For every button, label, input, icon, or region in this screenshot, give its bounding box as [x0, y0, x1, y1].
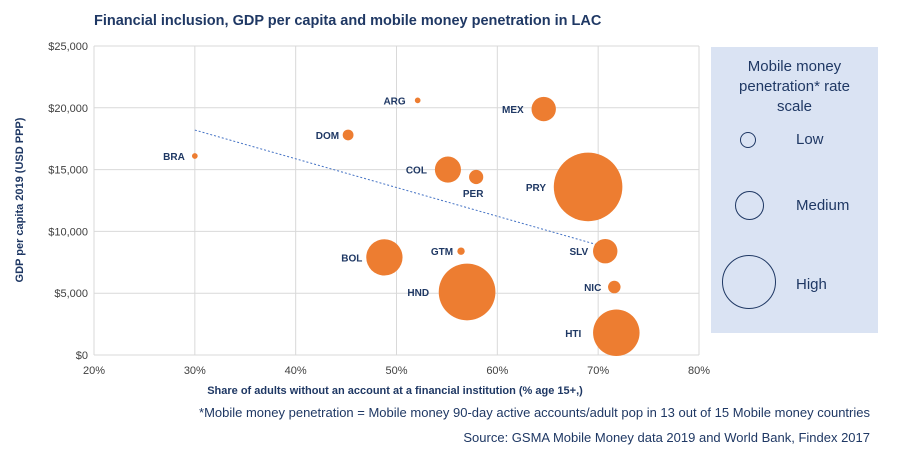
bubble-bra — [191, 153, 198, 159]
point-label-pry: PRY — [526, 183, 547, 194]
legend-item-medium: Medium — [711, 189, 878, 249]
legend-label-low: Low — [796, 131, 824, 148]
point-labels: BRA ARG DOM MEX COL PER PRY BOL GTM SLV HND NIC HTI — [163, 96, 601, 339]
point-label-col: COL — [406, 166, 427, 177]
legend-item-low: Low — [711, 125, 878, 185]
footnote: *Mobile money penetration = Mobile money… — [199, 405, 870, 420]
trendline — [194, 129, 599, 246]
bubbles — [191, 96, 640, 357]
x-tick-label: 40% — [285, 365, 307, 377]
x-tick-label: 70% — [587, 365, 609, 377]
point-label-slv: SLV — [570, 247, 589, 258]
legend-title-line: penetration* rate — [739, 78, 850, 95]
bubble-per — [469, 169, 484, 185]
x-tick-label: 50% — [385, 365, 407, 377]
y-axis-title: GDP per capita 2019 (USD PPP) — [14, 117, 26, 282]
y-tick-label: $25,000 — [48, 41, 88, 53]
point-label-arg: ARG — [383, 96, 405, 107]
legend-title: Mobile money penetration* rate scale — [711, 57, 878, 117]
y-tick-label: $15,000 — [48, 165, 88, 177]
chart-title: Financial inclusion, GDP per capita and … — [94, 13, 602, 29]
legend-circle-low — [740, 132, 756, 148]
point-label-bra: BRA — [163, 152, 185, 163]
x-tick-label: 30% — [184, 365, 206, 377]
bubble-arg — [414, 97, 421, 104]
point-label-hnd: HND — [407, 288, 429, 299]
bubble-col — [434, 156, 461, 183]
point-label-gtm: GTM — [431, 247, 453, 258]
point-label-per: PER — [463, 189, 484, 200]
bubble-slv — [593, 238, 618, 264]
legend-label-medium: Medium — [796, 197, 850, 214]
point-label-hti: HTI — [565, 329, 581, 340]
bubble-nic — [608, 280, 621, 294]
point-label-mex: MEX — [502, 105, 524, 116]
legend-label-high: High — [796, 276, 827, 293]
legend-title-line: scale — [776, 98, 813, 115]
y-tick-label: $5,000 — [54, 288, 88, 300]
bubble-hnd — [438, 263, 496, 321]
legend-circle-high — [722, 255, 776, 309]
bubble-dom — [342, 129, 354, 141]
bubble-mex — [531, 96, 556, 122]
legend-item-high: High — [711, 254, 878, 314]
x-axis-ticks: 20% 30% 40% 50% 60% 70% 80% — [83, 365, 710, 377]
x-tick-label: 60% — [486, 365, 508, 377]
point-label-nic: NIC — [584, 283, 601, 294]
bubble-hti — [593, 309, 640, 357]
y-axis-ticks: $0 $5,000 $10,000 $15,000 $20,000 $25,000 — [48, 41, 88, 362]
x-tick-label: 20% — [83, 365, 105, 377]
y-tick-label: $20,000 — [48, 103, 88, 115]
trendline-line — [194, 129, 599, 246]
y-tick-label: $0 — [76, 350, 88, 362]
x-axis-title: Share of adults without an account at a … — [207, 385, 583, 397]
point-label-dom: DOM — [316, 131, 339, 142]
source-note: Source: GSMA Mobile Money data 2019 and … — [463, 430, 870, 445]
bubble-pry — [553, 152, 623, 222]
legend-circle-medium — [735, 191, 764, 220]
bubble-gtm — [457, 247, 465, 255]
legend: Mobile money penetration* rate scale Low… — [711, 47, 878, 333]
y-tick-label: $10,000 — [48, 226, 88, 238]
x-tick-label: 80% — [688, 365, 710, 377]
legend-title-line: Mobile money — [747, 58, 842, 75]
bubble-bol — [366, 239, 403, 276]
point-label-bol: BOL — [341, 253, 362, 264]
